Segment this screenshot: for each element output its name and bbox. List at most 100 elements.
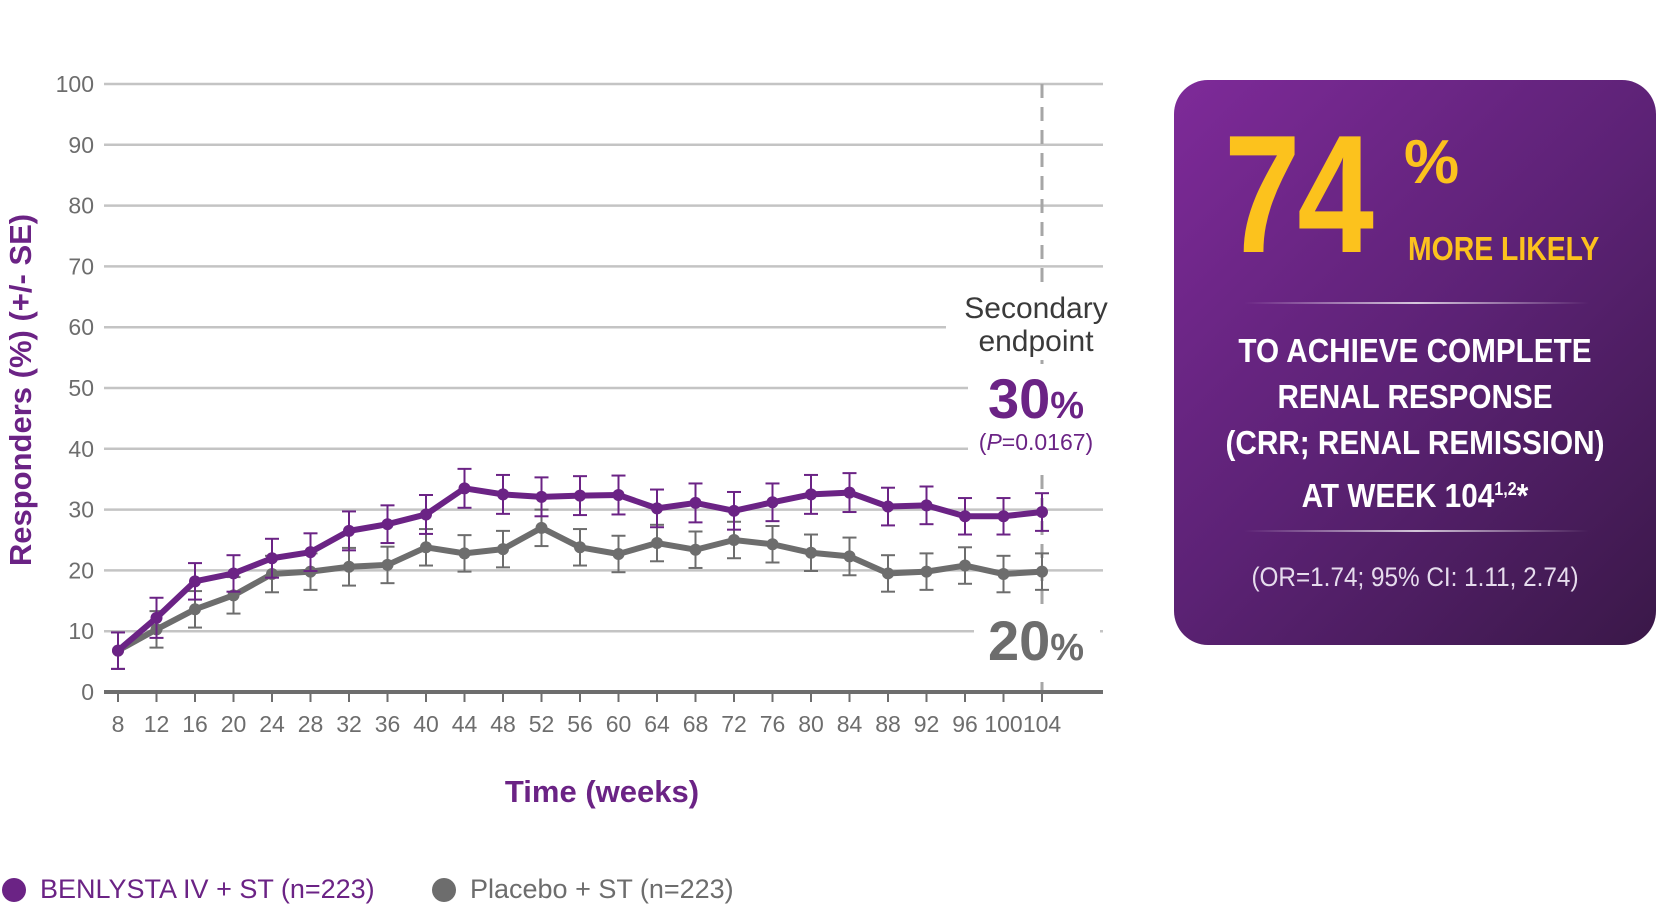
- placebo-value-unit: %: [1050, 627, 1084, 669]
- x-tick-label-20: 20: [221, 711, 247, 737]
- p-value-number: =0.0167): [1002, 429, 1093, 455]
- placebo-point: [535, 521, 548, 534]
- x-tick-label-64: 64: [644, 711, 670, 737]
- benlysta-value-label: 30%: [988, 367, 1084, 430]
- y-tick-label-80: 80: [68, 193, 94, 219]
- x-tick-label-56: 56: [567, 711, 593, 737]
- y-tick-label-70: 70: [68, 253, 94, 279]
- series-benlysta: [111, 467, 1049, 670]
- x-tick-label-12: 12: [144, 711, 170, 737]
- x-tick-label-72: 72: [721, 711, 747, 737]
- p-value-letter: P: [986, 429, 1002, 455]
- callout-big-number: 74: [1224, 100, 1374, 288]
- y-tick-label-100: 100: [56, 71, 94, 97]
- benlysta-point: [266, 552, 278, 565]
- benlysta-point: [535, 490, 548, 503]
- benlysta-point: [1036, 506, 1048, 519]
- x-tick-label-80: 80: [798, 711, 824, 737]
- benlysta-point: [997, 510, 1010, 523]
- benlysta-point: [304, 546, 317, 559]
- x-tick-label-48: 48: [490, 711, 516, 737]
- x-tick-label-28: 28: [298, 711, 324, 737]
- placebo-point: [189, 603, 201, 616]
- callout-more-likely: MORE LIKELY: [1408, 230, 1600, 267]
- placebo-point: [497, 543, 509, 556]
- y-tick-label-40: 40: [68, 436, 94, 462]
- placebo-point: [920, 565, 933, 578]
- benlysta-point: [420, 508, 432, 521]
- benlysta-point: [574, 489, 586, 502]
- callout-divider-top: [1244, 302, 1589, 304]
- x-tick-label-36: 36: [375, 711, 401, 737]
- benlysta-point: [766, 496, 779, 509]
- callout-line1: TO ACHIEVE COMPLETE: [1238, 332, 1592, 369]
- y-axis-ticks: 0 10 20 30 40 50 60 70 80 90 100: [56, 71, 94, 705]
- benlysta-value-unit: %: [1050, 385, 1084, 427]
- benlysta-value-bg: [968, 364, 1104, 474]
- callout-percent-sign: %: [1404, 128, 1460, 197]
- benlysta-value-number: 30: [988, 367, 1050, 430]
- x-tick-label-96: 96: [952, 711, 978, 737]
- placebo-point: [1036, 565, 1048, 578]
- series-placebo: [111, 508, 1049, 670]
- placebo-point: [805, 546, 817, 559]
- benlysta-point: [189, 575, 201, 588]
- legend-marker-benlysta: [2, 877, 26, 902]
- benlysta-point: [612, 489, 625, 502]
- benlysta-point: [728, 504, 740, 517]
- benlysta-point: [805, 488, 817, 501]
- y-tick-label-30: 30: [68, 497, 94, 523]
- likelihood-callout: 74 % MORE LIKELY TO ACHIEVE COMPLETE REN…: [1174, 80, 1656, 645]
- y-axis-label: Responders (%) (+/- SE): [3, 214, 38, 566]
- y-tick-label-10: 10: [68, 618, 94, 644]
- placebo-point: [651, 537, 663, 550]
- y-tick-label-50: 50: [68, 375, 94, 401]
- legend-marker-placebo: [432, 877, 456, 902]
- placebo-point: [381, 558, 394, 571]
- placebo-point: [766, 538, 779, 551]
- legend-item-placebo: Placebo + ST (n=223): [432, 874, 734, 905]
- endpoint-label-line2: endpoint: [978, 325, 1094, 358]
- benlysta-point: [150, 611, 163, 624]
- benlysta-point: [112, 644, 124, 657]
- placebo-point: [458, 547, 471, 560]
- callout-line2: RENAL RESPONSE: [1277, 378, 1553, 415]
- x-tick-label-76: 76: [760, 711, 786, 737]
- callout-line4-star: *: [1516, 477, 1529, 514]
- placebo-point: [420, 541, 432, 554]
- endpoint-label-line1: Secondary: [964, 292, 1107, 325]
- placebo-point: [959, 559, 971, 572]
- legend-item-benlysta: BENLYSTA IV + ST (n=223): [2, 874, 375, 905]
- x-tick-label-32: 32: [336, 711, 362, 737]
- benlysta-point: [343, 524, 355, 537]
- x-axis-title: Time (weeks): [505, 774, 699, 809]
- placebo-point: [343, 560, 355, 573]
- endpoint-label-bg: [946, 286, 1126, 360]
- benlysta-point: [458, 482, 471, 495]
- legend-label-placebo: Placebo + ST (n=223): [470, 874, 734, 904]
- y-tick-label-60: 60: [68, 314, 94, 340]
- placebo-value-number: 20: [988, 609, 1050, 672]
- callout-line4-text: AT WEEK 104: [1301, 477, 1495, 514]
- benlysta-point: [227, 567, 240, 580]
- callout-divider-bottom: [1244, 530, 1589, 532]
- x-tick-label-16: 16: [182, 711, 208, 737]
- y-tick-label-0: 0: [81, 679, 94, 705]
- x-tick-label-60: 60: [606, 711, 632, 737]
- benlysta-point: [843, 486, 856, 499]
- p-value-label: (P=0.0167): [979, 429, 1093, 455]
- benlysta-point: [920, 499, 933, 512]
- placebo-point: [574, 541, 586, 554]
- x-tick-label-104: 104: [1023, 711, 1062, 737]
- x-tick-label-100: 100: [984, 711, 1022, 737]
- x-tick-label-52: 52: [529, 711, 555, 737]
- x-tick-label-92: 92: [914, 711, 940, 737]
- x-tick-label-88: 88: [875, 711, 901, 737]
- placebo-point: [612, 547, 625, 560]
- benlysta-point: [959, 510, 971, 523]
- callout-line3: (CRR; RENAL REMISSION): [1225, 424, 1605, 461]
- placebo-point: [689, 543, 702, 556]
- callout-line4: AT WEEK 1041,2*: [1198, 466, 1632, 519]
- benlysta-point: [689, 496, 702, 509]
- y-tick-label-90: 90: [68, 132, 94, 158]
